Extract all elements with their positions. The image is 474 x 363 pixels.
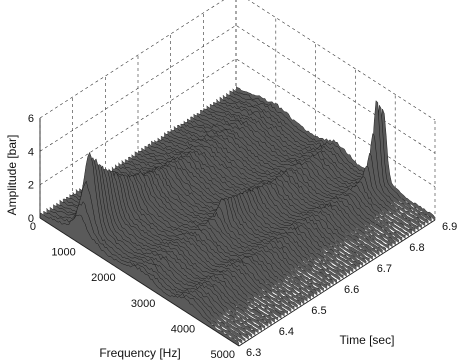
grid-line [39,0,436,121]
waterfall-slice [232,88,432,220]
waterfall-slice [124,159,325,289]
x-tick-label: 2000 [91,272,115,284]
x-tick-label: 5000 [211,349,235,361]
y-tick-label: 6.4 [279,326,294,338]
waterfall-slice [137,150,338,281]
waterfall-slice [229,90,429,222]
waterfall-slice [134,151,334,282]
x-tick-label: 1000 [51,247,75,259]
box-edges [39,118,436,347]
waterfall-surface [39,86,436,346]
waterfall-slice-fill [62,165,262,332]
waterfall-slice [114,164,315,295]
waterfall-slice-fill [66,168,266,330]
x-axis-title: Frequency [Hz] [99,346,180,360]
waterfall-slice [46,180,246,340]
waterfall-slice [206,105,406,236]
waterfall-slice [186,118,387,249]
y-tick-label: 6.3 [246,347,261,359]
waterfall-slice [43,201,243,341]
waterfall-slice [167,130,367,262]
z-tick-label: 6 [28,113,34,125]
waterfall-slice-fill [40,212,239,346]
y-axis-line [238,219,436,347]
waterfall-slice [177,125,377,256]
waterfall-slice [235,86,436,218]
y-tick-label: 6.6 [344,284,359,296]
waterfall-slice [173,126,373,257]
x-axis-line [39,217,240,347]
waterfall-slice [226,93,426,223]
y-axis-title: Time [sec] [340,333,395,347]
waterfall-slice [147,143,347,275]
waterfall-slice [160,135,360,265]
waterfall-slice [213,102,413,231]
waterfall-slice [203,108,403,238]
waterfall-slice [154,139,354,270]
x-tick-label: 0 [30,221,36,233]
waterfall-slice-fill [69,170,269,328]
waterfall-slice [209,103,410,235]
z-tick-label: 0 [28,213,34,225]
waterfall-slice [216,98,416,229]
waterfall-slice [200,109,400,241]
z-tick-label: 4 [28,146,34,158]
waterfall-slice-fill [46,181,246,342]
waterfall-slice [193,113,393,244]
y-tick-label: 6.5 [311,305,326,317]
y-tick-label: 6.9 [442,221,457,233]
tick-labels: 0 1000 2000 3000 4000 5000 6.3 6.4 6.5 6.6 6.7 6.8 6… [28,113,457,361]
waterfall-slice [222,94,422,225]
waterfall-slice [163,132,364,264]
x-tick-label: 3000 [131,298,155,310]
z-axis-title: Amplitude [bar] [5,135,19,216]
x-tick-label: 4000 [171,323,195,335]
waterfall-slice [170,128,370,259]
waterfall-slice [196,113,396,242]
y-tick-label: 6.8 [409,242,424,254]
waterfall-slice [39,212,240,344]
waterfall-slice-fill [59,164,259,334]
waterfall-slice [49,151,249,338]
grid-line [39,58,436,187]
grid-line [39,24,436,154]
y-tick-label: 6.7 [377,263,392,275]
waterfall-slice [219,96,419,227]
waterfall-slice [183,120,383,251]
waterfall-slice [180,123,380,254]
z-tick-label: 2 [28,180,34,192]
waterfall-slice [190,116,390,246]
waterfall-slice [150,140,351,272]
